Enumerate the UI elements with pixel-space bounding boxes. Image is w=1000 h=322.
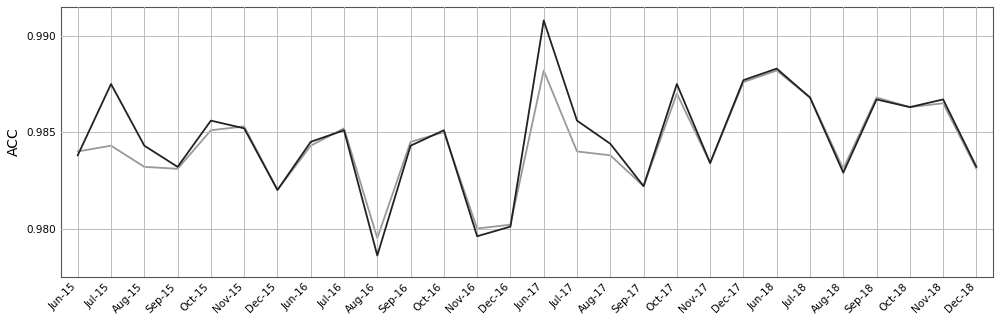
Y-axis label: ACC: ACC (7, 128, 21, 156)
